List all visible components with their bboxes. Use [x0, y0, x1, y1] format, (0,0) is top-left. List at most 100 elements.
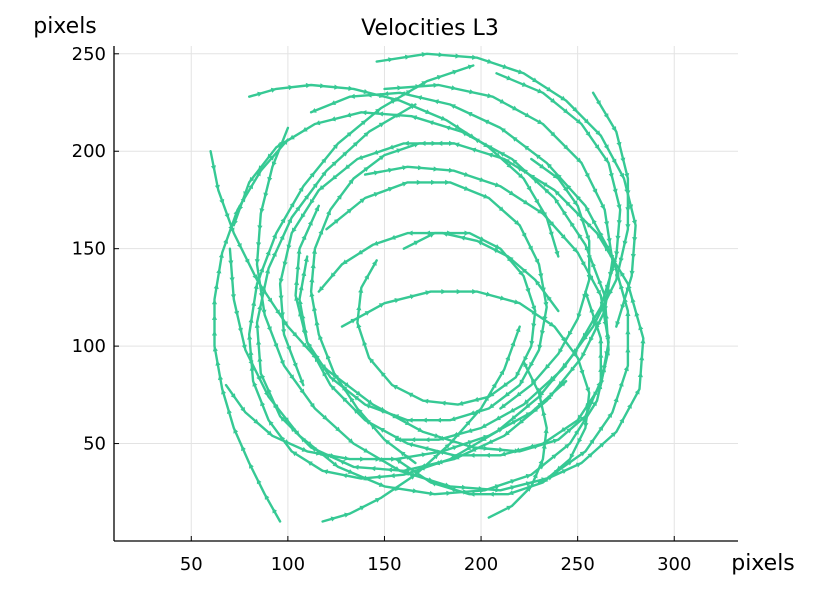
velocity-arrow: [237, 327, 243, 334]
velocity-arrow: [512, 105, 518, 111]
velocity-arrow: [585, 235, 591, 241]
velocity-arrow: [322, 370, 328, 377]
velocity-arrow: [624, 173, 630, 179]
velocity-arrow: [566, 428, 572, 434]
velocity-arrow: [454, 452, 459, 458]
velocity-arrow: [256, 275, 262, 282]
velocity-arrow: [348, 85, 354, 91]
velocity-arrow: [469, 133, 475, 139]
velocity-arrow: [404, 420, 411, 425]
velocity-arrow: [333, 218, 340, 224]
velocity-arrow: [581, 352, 587, 358]
velocity-arrow: [518, 270, 524, 276]
velocity-arrow: [521, 81, 528, 87]
velocity-arrow: [506, 505, 512, 511]
velocity-arrow: [421, 52, 427, 58]
velocity-arrow: [454, 454, 460, 460]
velocity-arrow: [311, 353, 317, 359]
velocity-arrow: [342, 259, 348, 265]
velocity-arrow: [304, 194, 310, 200]
velocity-arrow: [611, 126, 617, 132]
velocity-arrow: [523, 361, 529, 368]
velocity-arrow: [601, 365, 607, 371]
velocity-arrow: [605, 336, 611, 343]
velocity-arrow: [251, 300, 257, 306]
velocity-arrow: [392, 486, 398, 492]
velocity-arrow: [387, 186, 394, 192]
velocity-arrow: [311, 108, 317, 113]
velocity-arrow: [396, 437, 402, 443]
velocity-arrow: [396, 459, 402, 465]
velocity-arrow: [537, 402, 543, 408]
velocity-arrow: [538, 273, 544, 279]
velocity-arrow: [355, 390, 362, 396]
velocity-arrow: [279, 312, 285, 318]
velocity-arrow: [515, 371, 521, 378]
velocity-arrow: [342, 151, 348, 157]
velocity-arrow: [378, 122, 385, 128]
velocity-arrow: [344, 382, 350, 387]
velocity-arrow: [625, 347, 631, 353]
velocity-arrow: [433, 82, 439, 88]
velocity-arrow: [585, 205, 590, 212]
velocity-arrow: [215, 360, 221, 366]
velocity-arrow: [391, 456, 397, 462]
velocity-arrow: [495, 487, 501, 493]
velocity-arrow: [330, 116, 336, 122]
trajectory-line-2: [255, 91, 630, 492]
velocity-arrow: [298, 186, 304, 192]
velocity-arrow: [579, 217, 585, 224]
velocity-arrow: [384, 439, 390, 445]
velocity-arrow: [342, 473, 348, 479]
velocity-arrow: [500, 295, 506, 301]
velocity-arrow: [247, 334, 253, 340]
velocity-arrow: [586, 222, 592, 228]
velocity-arrow: [538, 459, 544, 465]
trajectory-17: [499, 157, 592, 410]
velocity-arrow: [259, 208, 265, 214]
velocity-arrow: [344, 512, 350, 518]
velocity-arrow: [631, 219, 637, 226]
velocity-arrow: [563, 186, 568, 193]
velocity-arrow: [494, 484, 501, 490]
velocity-arrow: [279, 234, 285, 240]
velocity-arrow: [293, 279, 300, 286]
velocity-arrow: [388, 57, 394, 63]
velocity-arrow: [230, 393, 236, 399]
velocity-arrow: [549, 391, 555, 397]
velocity-arrow: [521, 268, 528, 274]
velocity-arrow: [378, 303, 385, 308]
velocity-arrow: [394, 96, 400, 102]
velocity-arrow: [362, 340, 368, 346]
velocity-arrow: [286, 345, 292, 352]
velocity-arrow: [331, 161, 338, 167]
velocity-arrow: [577, 437, 583, 444]
velocity-arrow: [596, 381, 602, 387]
velocity-arrow: [416, 179, 422, 185]
velocity-arrow: [353, 395, 360, 401]
velocity-arrow: [357, 249, 363, 255]
velocity-arrow: [455, 53, 461, 59]
velocity-arrow: [306, 441, 313, 447]
trajectory-18: [309, 140, 456, 465]
velocity-arrow: [412, 488, 418, 494]
velocity-arrow: [560, 381, 567, 387]
velocity-arrow: [241, 445, 246, 452]
velocity-arrow: [397, 85, 403, 91]
velocity-arrow: [284, 439, 290, 444]
velocity-arrow: [297, 299, 303, 305]
velocity-arrow: [586, 255, 592, 261]
velocity-arrow: [405, 90, 412, 95]
velocity-arrow: [378, 482, 385, 487]
velocity-arrow: [589, 438, 595, 444]
velocity-arrow: [330, 272, 336, 278]
velocity-arrow: [309, 277, 315, 283]
velocity-arrow: [464, 230, 470, 236]
velocity-arrow: [348, 438, 354, 444]
velocity-arrow: [272, 507, 278, 514]
velocity-arrow: [364, 311, 371, 316]
velocity-arrow: [421, 81, 427, 86]
velocity-arrow: [572, 247, 578, 253]
velocity-arrow: [365, 403, 371, 409]
velocity-arrow: [373, 170, 380, 176]
